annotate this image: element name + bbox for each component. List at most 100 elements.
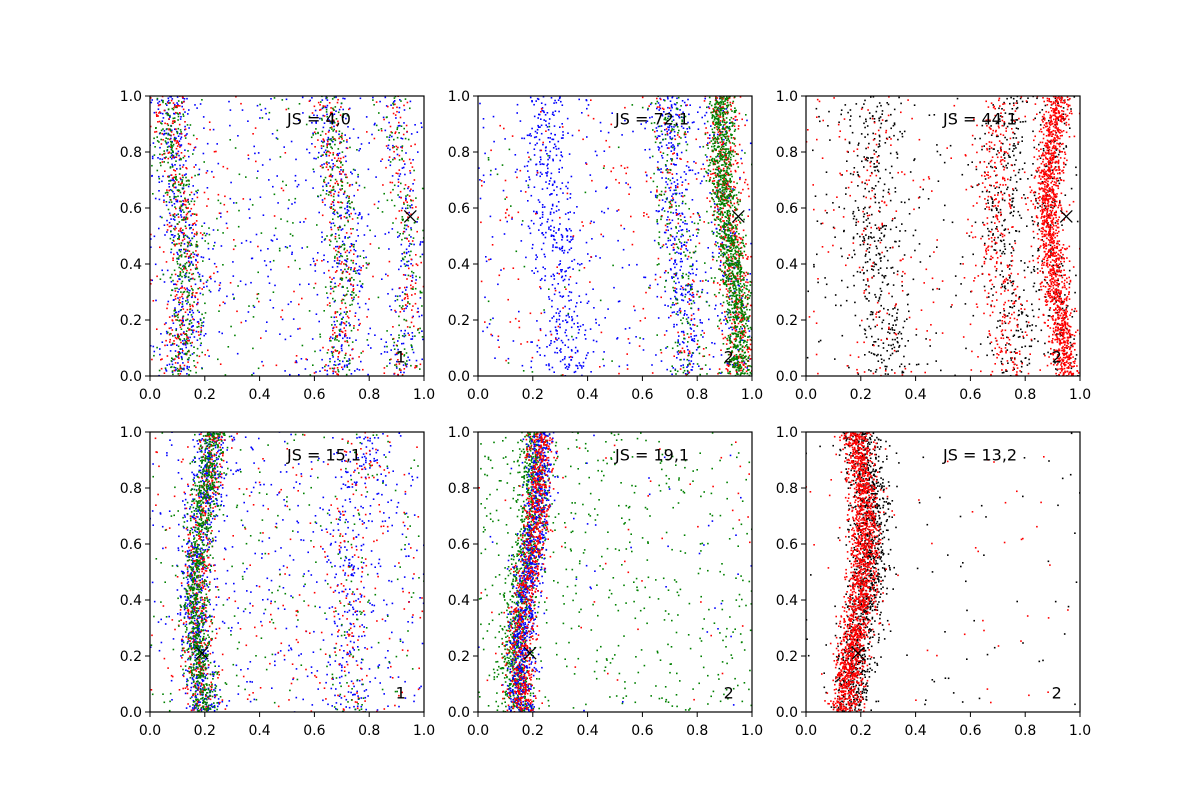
point <box>411 316 414 319</box>
point <box>714 191 717 194</box>
point <box>545 334 547 337</box>
point <box>660 360 663 362</box>
point <box>678 351 681 354</box>
point <box>229 197 232 200</box>
point <box>340 136 343 139</box>
point <box>740 314 743 317</box>
point <box>195 231 198 233</box>
point <box>733 230 735 233</box>
point <box>188 241 191 243</box>
point <box>151 155 154 158</box>
point <box>408 359 411 361</box>
point <box>179 105 181 107</box>
point <box>667 169 669 171</box>
point <box>729 353 731 356</box>
point <box>340 245 343 248</box>
point <box>671 195 673 197</box>
point <box>192 291 194 294</box>
point <box>358 356 360 358</box>
point <box>168 221 171 224</box>
point <box>333 346 335 348</box>
point <box>333 316 336 319</box>
point <box>167 102 170 104</box>
point <box>191 341 193 344</box>
point <box>184 255 186 258</box>
series-1 <box>150 96 424 376</box>
point <box>729 295 731 297</box>
point <box>156 169 159 172</box>
point <box>392 102 394 105</box>
point <box>163 372 166 374</box>
point <box>395 365 398 368</box>
point <box>180 244 182 247</box>
point <box>196 191 198 194</box>
point <box>388 136 391 139</box>
point <box>726 166 728 168</box>
point <box>692 339 694 342</box>
point <box>314 132 317 135</box>
point <box>340 347 343 350</box>
point <box>180 291 182 293</box>
point <box>545 124 547 126</box>
point <box>717 372 719 375</box>
point <box>742 188 744 191</box>
point <box>566 321 569 323</box>
point <box>690 356 693 358</box>
point <box>604 317 606 319</box>
point <box>401 216 404 218</box>
point <box>683 132 686 135</box>
point <box>324 149 327 152</box>
point <box>717 166 719 168</box>
point <box>166 219 168 222</box>
point <box>556 352 559 354</box>
point <box>169 341 171 343</box>
point <box>271 240 274 242</box>
point <box>733 243 735 245</box>
point <box>186 338 188 340</box>
point <box>558 168 560 170</box>
point <box>589 222 592 225</box>
point <box>179 129 182 131</box>
point <box>185 346 187 349</box>
point <box>252 347 254 350</box>
point <box>529 142 531 145</box>
point <box>396 360 398 363</box>
point <box>214 280 216 283</box>
point <box>686 345 688 348</box>
point <box>173 343 176 345</box>
point <box>370 347 372 349</box>
point <box>175 160 177 162</box>
point <box>412 305 414 307</box>
point <box>553 143 556 146</box>
point <box>170 201 173 203</box>
point <box>192 305 194 308</box>
point <box>287 207 290 210</box>
point <box>699 295 702 298</box>
point <box>348 108 350 111</box>
point <box>656 222 659 225</box>
point <box>327 150 329 152</box>
point <box>334 349 337 351</box>
point <box>703 122 706 125</box>
point <box>551 193 553 195</box>
point <box>174 156 176 158</box>
point <box>333 213 336 216</box>
point <box>250 281 252 284</box>
point <box>321 201 324 203</box>
point <box>187 361 189 363</box>
point <box>416 311 419 313</box>
point <box>554 110 557 112</box>
point <box>655 354 657 356</box>
point <box>333 138 336 140</box>
point <box>272 185 274 188</box>
point <box>656 189 658 191</box>
point <box>193 203 195 206</box>
point <box>359 322 361 325</box>
point <box>561 126 564 128</box>
point <box>178 249 181 252</box>
point <box>173 121 176 123</box>
point <box>722 274 724 277</box>
point <box>741 324 744 326</box>
point <box>649 116 651 119</box>
